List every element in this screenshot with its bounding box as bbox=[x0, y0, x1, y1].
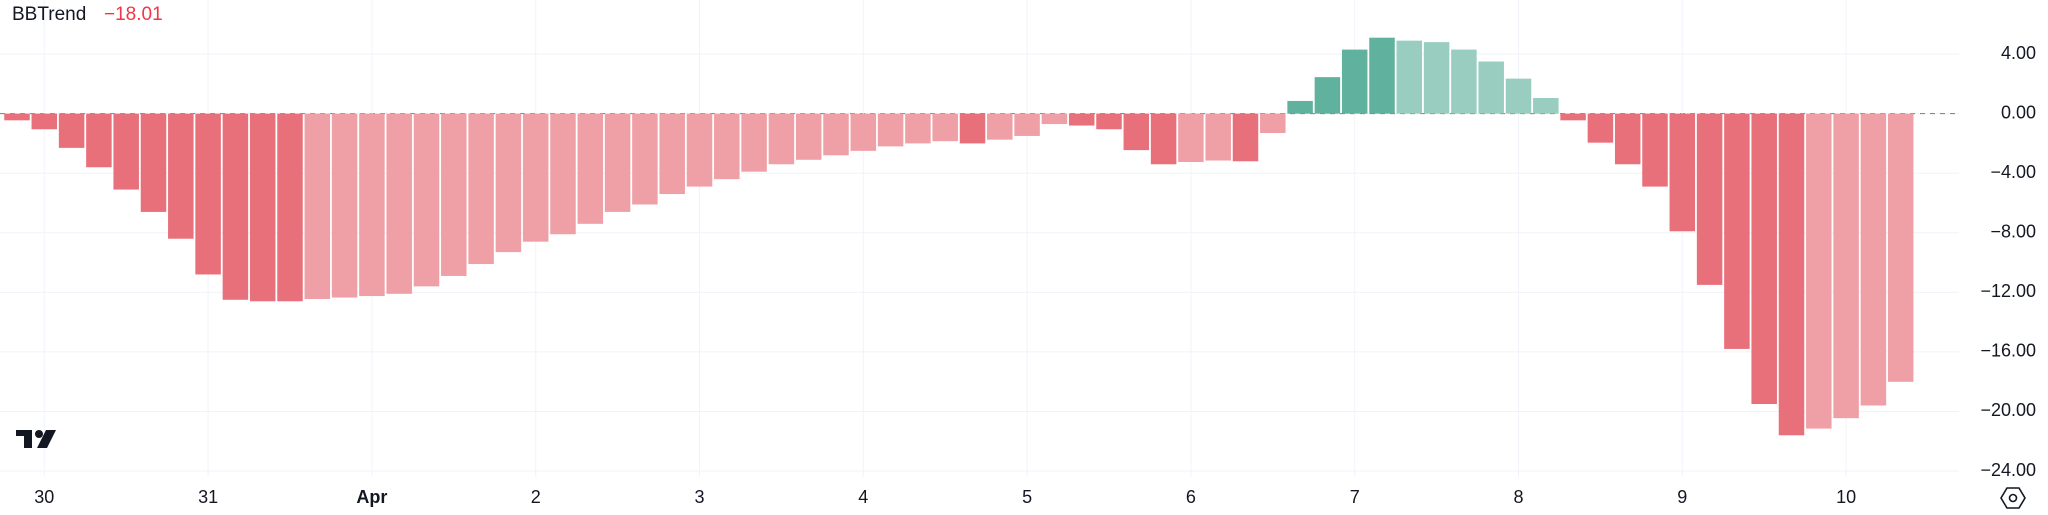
bar bbox=[1068, 113, 1095, 126]
bar bbox=[877, 113, 904, 147]
bar bbox=[140, 113, 167, 212]
bar bbox=[1614, 113, 1641, 165]
x-tick-label: 2 bbox=[531, 487, 541, 507]
x-tick-label: 6 bbox=[1186, 487, 1196, 507]
bar bbox=[850, 113, 877, 151]
bar bbox=[86, 113, 112, 168]
bar bbox=[632, 113, 658, 205]
bar bbox=[1260, 113, 1286, 133]
bar bbox=[441, 113, 467, 276]
bar bbox=[795, 113, 822, 160]
labels: 4.00 0.00 −4.00 −8.00 −12.00 −16.00 −20.00 −24.… bbox=[34, 43, 2036, 507]
bar bbox=[768, 113, 795, 165]
bar bbox=[168, 113, 194, 239]
bar bbox=[4, 113, 30, 121]
bar bbox=[1423, 42, 1450, 114]
y-tick-label: −4.00 bbox=[1990, 162, 2036, 182]
bar bbox=[522, 113, 549, 242]
bar bbox=[1341, 49, 1368, 114]
y-tick-label: −20.00 bbox=[1980, 400, 2036, 420]
bar bbox=[113, 113, 139, 190]
bar bbox=[222, 113, 249, 300]
bar bbox=[1396, 40, 1423, 114]
bar bbox=[1806, 113, 1832, 429]
bar bbox=[1123, 113, 1150, 151]
bar bbox=[604, 113, 631, 212]
bar bbox=[1860, 113, 1887, 406]
bar bbox=[495, 113, 522, 253]
bar bbox=[1505, 78, 1532, 114]
bar bbox=[905, 113, 931, 144]
bar bbox=[1587, 113, 1614, 143]
x-tick-label: 7 bbox=[1350, 487, 1360, 507]
bar bbox=[386, 113, 412, 294]
y-tick-label: −24.00 bbox=[1980, 460, 2036, 480]
bar bbox=[1560, 113, 1586, 121]
y-tick-label: −8.00 bbox=[1990, 222, 2036, 242]
indicator-value: −18.01 bbox=[104, 4, 163, 25]
bar bbox=[1232, 113, 1259, 162]
bar bbox=[195, 113, 221, 275]
bar bbox=[1642, 113, 1668, 187]
tradingview-logo bbox=[16, 430, 56, 448]
y-tick-label: −12.00 bbox=[1980, 281, 2036, 301]
bars bbox=[4, 37, 1914, 436]
bar bbox=[550, 113, 576, 235]
bar bbox=[1096, 113, 1122, 130]
x-tick-label: 30 bbox=[34, 487, 54, 507]
bar bbox=[1205, 113, 1231, 161]
bar bbox=[823, 113, 849, 156]
bar bbox=[413, 113, 440, 287]
bar bbox=[331, 113, 358, 298]
bar bbox=[304, 113, 331, 300]
y-tick-label: 4.00 bbox=[2001, 43, 2036, 63]
bar bbox=[1369, 37, 1395, 114]
bar bbox=[987, 113, 1013, 140]
bar bbox=[1533, 97, 1559, 114]
y-tick-label: −16.00 bbox=[1980, 341, 2036, 361]
bar bbox=[31, 113, 58, 130]
bar bbox=[1833, 113, 1859, 419]
bar bbox=[1669, 113, 1696, 232]
bar bbox=[959, 113, 986, 144]
settings-button[interactable] bbox=[2000, 487, 2026, 509]
bar bbox=[1287, 100, 1313, 114]
indicator-name: BBTrend bbox=[12, 4, 86, 25]
bar bbox=[1178, 113, 1204, 163]
bar bbox=[277, 113, 303, 302]
bar bbox=[686, 113, 713, 187]
bar bbox=[468, 113, 494, 265]
x-tick-label: 3 bbox=[694, 487, 704, 507]
bar bbox=[1724, 113, 1750, 349]
bar bbox=[1778, 113, 1805, 436]
bar bbox=[1751, 113, 1777, 405]
bar bbox=[1014, 113, 1040, 136]
x-tick-label: 8 bbox=[1513, 487, 1523, 507]
x-tick-label: 9 bbox=[1677, 487, 1687, 507]
bar bbox=[1696, 113, 1723, 285]
x-tick-label: 10 bbox=[1836, 487, 1856, 507]
bar bbox=[577, 113, 604, 224]
bar bbox=[58, 113, 85, 148]
bar bbox=[1150, 113, 1177, 165]
bar bbox=[659, 113, 685, 195]
bar bbox=[1451, 49, 1477, 114]
bar bbox=[1887, 113, 1914, 382]
x-tick-label: 4 bbox=[858, 487, 868, 507]
x-tick-label: 5 bbox=[1022, 487, 1032, 507]
bar bbox=[359, 113, 385, 297]
bar bbox=[741, 113, 767, 172]
y-tick-label: 0.00 bbox=[2001, 102, 2036, 122]
bar bbox=[1041, 113, 1068, 125]
x-tick-label: 31 bbox=[198, 487, 218, 507]
bar bbox=[249, 113, 276, 302]
x-tick-label: Apr bbox=[356, 487, 387, 507]
bar bbox=[932, 113, 958, 142]
bar bbox=[714, 113, 740, 180]
bar bbox=[1478, 61, 1504, 114]
bar bbox=[1314, 77, 1341, 114]
